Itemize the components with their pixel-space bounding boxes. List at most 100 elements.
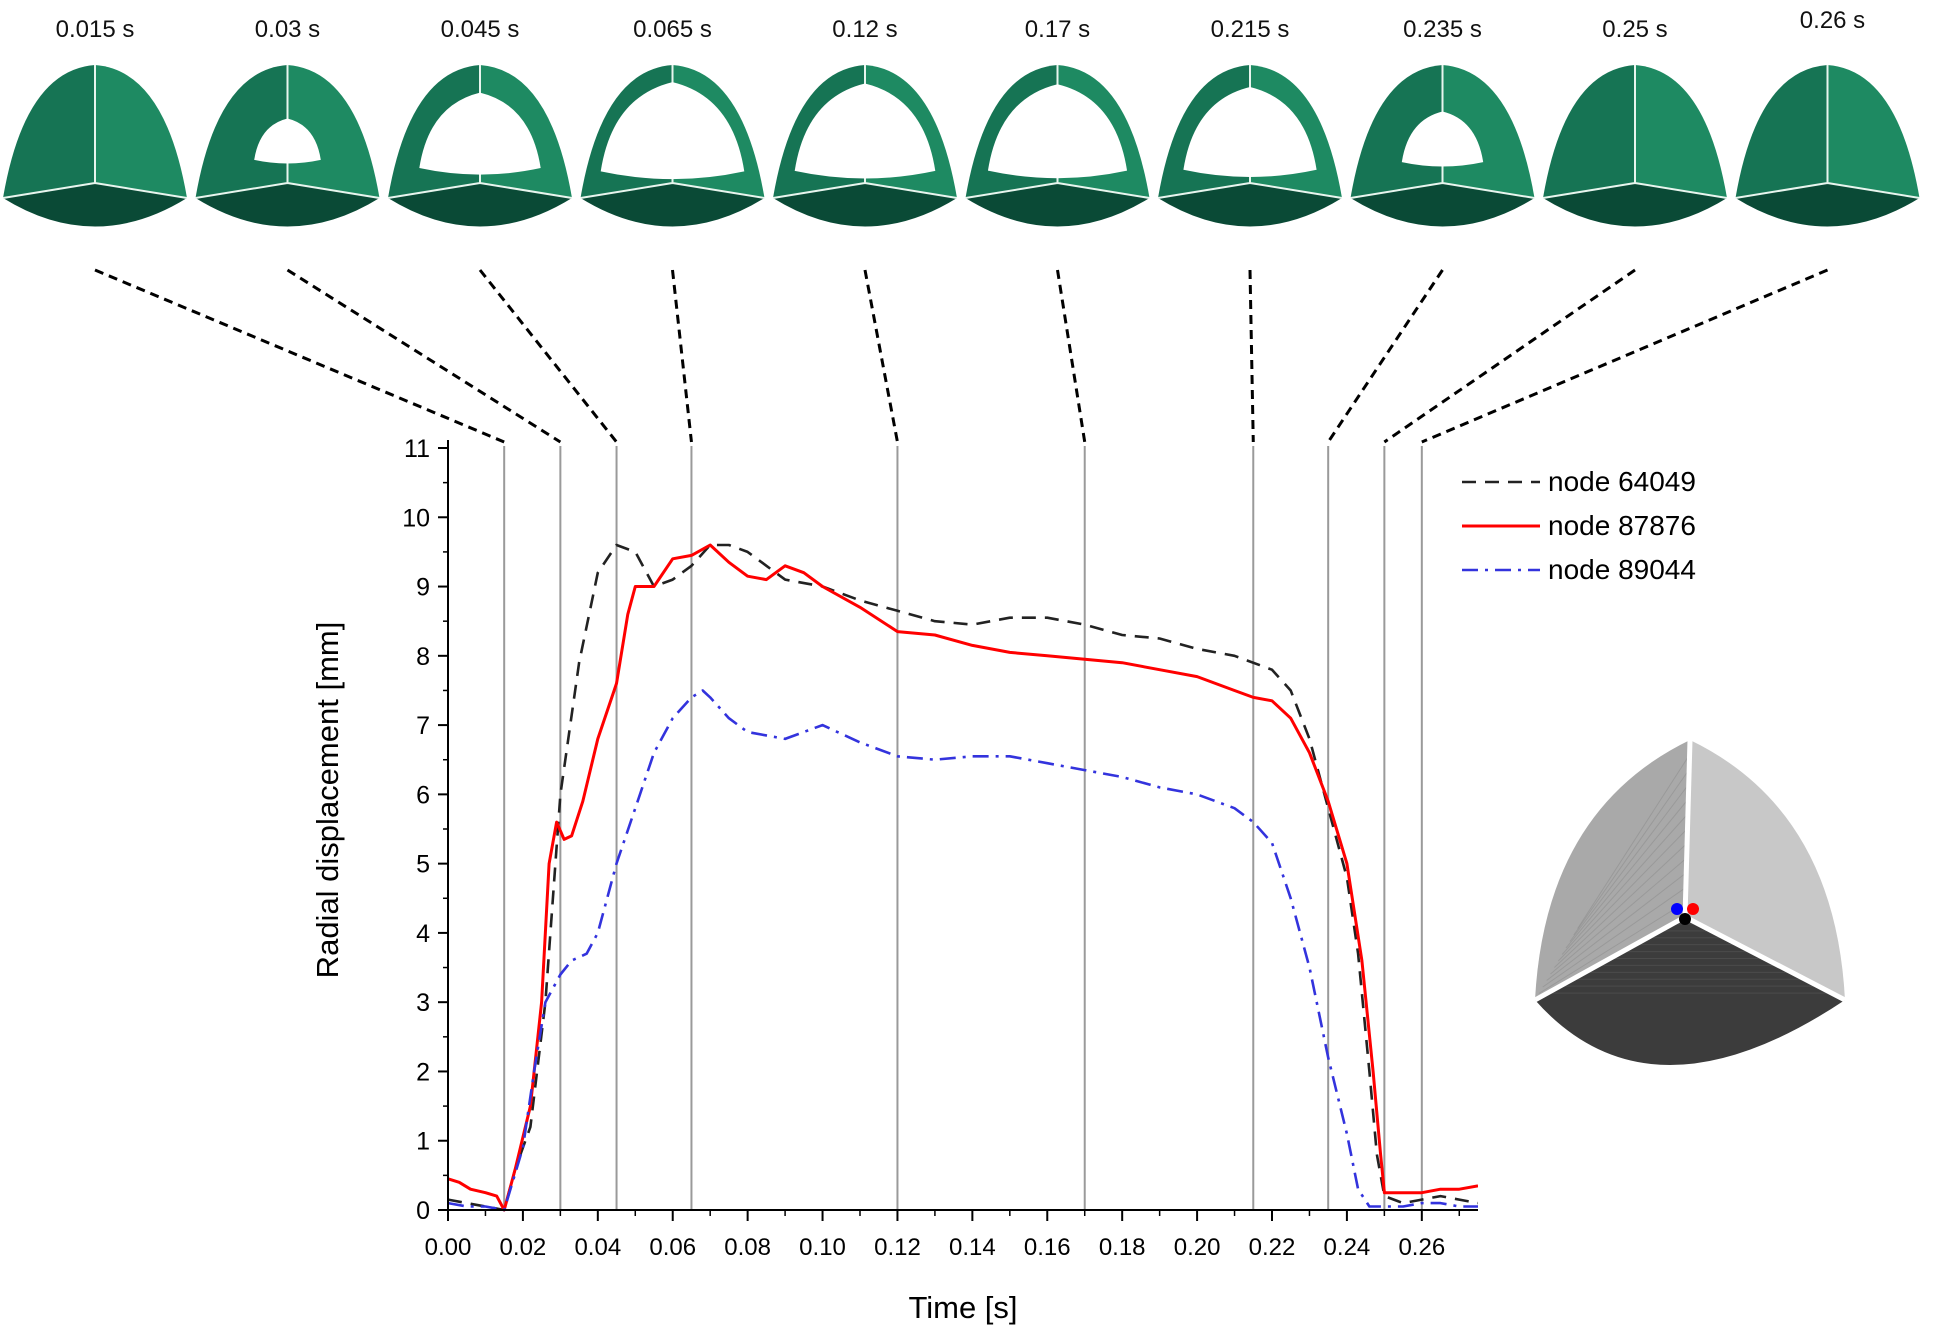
snapshot-connector <box>1248 269 1255 443</box>
mesh-grid-line <box>1565 798 1689 949</box>
valve-orifice <box>600 82 745 180</box>
x-tick-label: 0.22 <box>1249 1234 1296 1261</box>
x-tick-label: 0.24 <box>1324 1234 1371 1261</box>
commissure-lines <box>1542 65 1728 199</box>
snapshot-label: 0.015 s <box>56 16 135 43</box>
leaflet-left <box>1543 65 1635 198</box>
legend-label: node 87876 <box>1548 510 1696 541</box>
snapshot-connector <box>1056 269 1087 443</box>
x-tick-label: 0.14 <box>949 1234 996 1261</box>
leaflet-bottom <box>388 183 572 227</box>
x-axis-label: Time [s] <box>908 1290 1017 1325</box>
snapshot-label: 0.12 s <box>832 16 897 43</box>
legend: node 64049 node 87876 node 89044 <box>1462 466 1696 585</box>
leaflet-right <box>1635 65 1727 198</box>
x-tick-label: 0.16 <box>1024 1234 1071 1261</box>
y-tick-label: 10 <box>402 504 430 532</box>
x-tick-label: 0.02 <box>500 1234 547 1261</box>
mesh-grid-line <box>1569 783 1690 942</box>
leaflet-right <box>287 65 380 198</box>
valve-snapshot: 0.215 s <box>1157 16 1343 227</box>
snapshot-label: 0.045 s <box>441 16 520 43</box>
y-tick-label: 5 <box>416 851 430 879</box>
snapshot-connectors <box>94 268 1829 444</box>
commissure-lines <box>1735 65 1920 199</box>
x-tick-label: 0.18 <box>1099 1234 1146 1261</box>
mesh-grid-line <box>1557 828 1688 962</box>
chart-axes: 0 1 2 3 4 5 6 7 8 9 10 11 0.00 0.02 0.04 0.06 0.08 0.10 0.… <box>402 435 1478 1261</box>
snapshot-connector <box>286 268 562 444</box>
mesh-grid-line <box>1577 754 1691 929</box>
snapshot-connector <box>478 269 618 443</box>
y-tick-label: 1 <box>416 1128 430 1156</box>
valve-orifice <box>987 84 1128 179</box>
leaflet-bottom <box>773 183 957 227</box>
leaflet-right <box>95 65 187 198</box>
valve-orifice <box>1183 87 1317 177</box>
mesh-commissures <box>1533 739 1847 1003</box>
commissure-lines <box>2 65 188 199</box>
y-axis-label: Radial displacement [mm] <box>310 622 345 979</box>
valve-snapshot: 0.235 s <box>1350 16 1535 227</box>
series-lines <box>448 543 1478 1212</box>
leaflet-bottom <box>1735 183 1920 227</box>
y-tick-label: 11 <box>404 435 430 463</box>
y-tick-label: 6 <box>416 781 430 809</box>
valve-snapshot: 0.12 s <box>772 16 958 227</box>
mesh-leaflet-bottom <box>1535 917 1845 1065</box>
valve-snapshot: 0.015 s <box>2 16 188 227</box>
valve-snapshot: 0.17 s <box>965 16 1150 227</box>
legend-label: node 64049 <box>1548 466 1696 497</box>
series-line-3 <box>448 689 1478 1212</box>
leaflet-bottom <box>965 183 1150 227</box>
leaflet-left <box>3 65 95 198</box>
y-tick-label: 3 <box>416 989 430 1017</box>
snapshot-connector <box>94 268 505 444</box>
snapshot-label: 0.065 s <box>633 16 712 43</box>
snapshot-label: 0.26 s <box>1800 7 1865 34</box>
x-tick-label: 0.06 <box>649 1234 696 1261</box>
snapshot-label: 0.25 s <box>1602 16 1667 43</box>
mesh-grid-line <box>1554 842 1688 968</box>
leaflet-bottom <box>1543 183 1727 227</box>
valve-orifice <box>1401 111 1484 167</box>
x-tick-label: 0.08 <box>724 1234 771 1261</box>
mesh-grid-line <box>1561 813 1689 955</box>
y-tick-label: 7 <box>416 712 430 740</box>
mesh-grid-line <box>1546 872 1687 981</box>
snapshot-label: 0.215 s <box>1211 16 1290 43</box>
y-tick-label: 8 <box>416 643 430 671</box>
x-tick-label: 0.10 <box>799 1234 846 1261</box>
mesh-grid-line <box>1550 857 1687 975</box>
valve-snapshot: 0.25 s <box>1542 16 1728 227</box>
leaflet-bottom <box>195 183 380 227</box>
snapshot-strip: 0.015 s 0.03 s 0.045 s 0.065 s 0.12 s 0.17 s 0… <box>2 7 1920 227</box>
valve-snapshot: 0.045 s <box>387 16 573 227</box>
snapshot-connector <box>1326 269 1444 443</box>
x-tick-label: 0.04 <box>574 1234 621 1261</box>
x-tick-label: 0.20 <box>1174 1234 1221 1261</box>
valve-orifice <box>794 83 936 179</box>
snapshot-connector <box>863 269 899 443</box>
leaflet-bottom <box>3 183 187 227</box>
x-tick-label: 0.00 <box>425 1234 472 1261</box>
mesh-grid-line <box>1538 901 1686 994</box>
y-tick-label: 4 <box>416 920 430 948</box>
leaflet-left <box>1735 65 1828 198</box>
node-marker <box>1679 913 1691 925</box>
x-tick-label: 0.26 <box>1398 1234 1445 1261</box>
snapshot-label: 0.03 s <box>255 16 320 43</box>
mesh-grid-line <box>1573 769 1690 936</box>
leaflet-bottom <box>1350 183 1535 227</box>
snapshot-label: 0.17 s <box>1025 16 1090 43</box>
valve-mesh-inset <box>1533 739 1847 1065</box>
series-line-1 <box>448 543 1478 1212</box>
node-marker <box>1687 903 1699 915</box>
leaflet-bottom <box>580 183 765 227</box>
x-tick-label: 0.12 <box>874 1234 921 1261</box>
snapshot-connector <box>1383 268 1636 444</box>
y-tick-label: 0 <box>416 1197 430 1225</box>
leaflet-bottom <box>1158 183 1342 227</box>
series-line-2 <box>448 543 1478 1212</box>
